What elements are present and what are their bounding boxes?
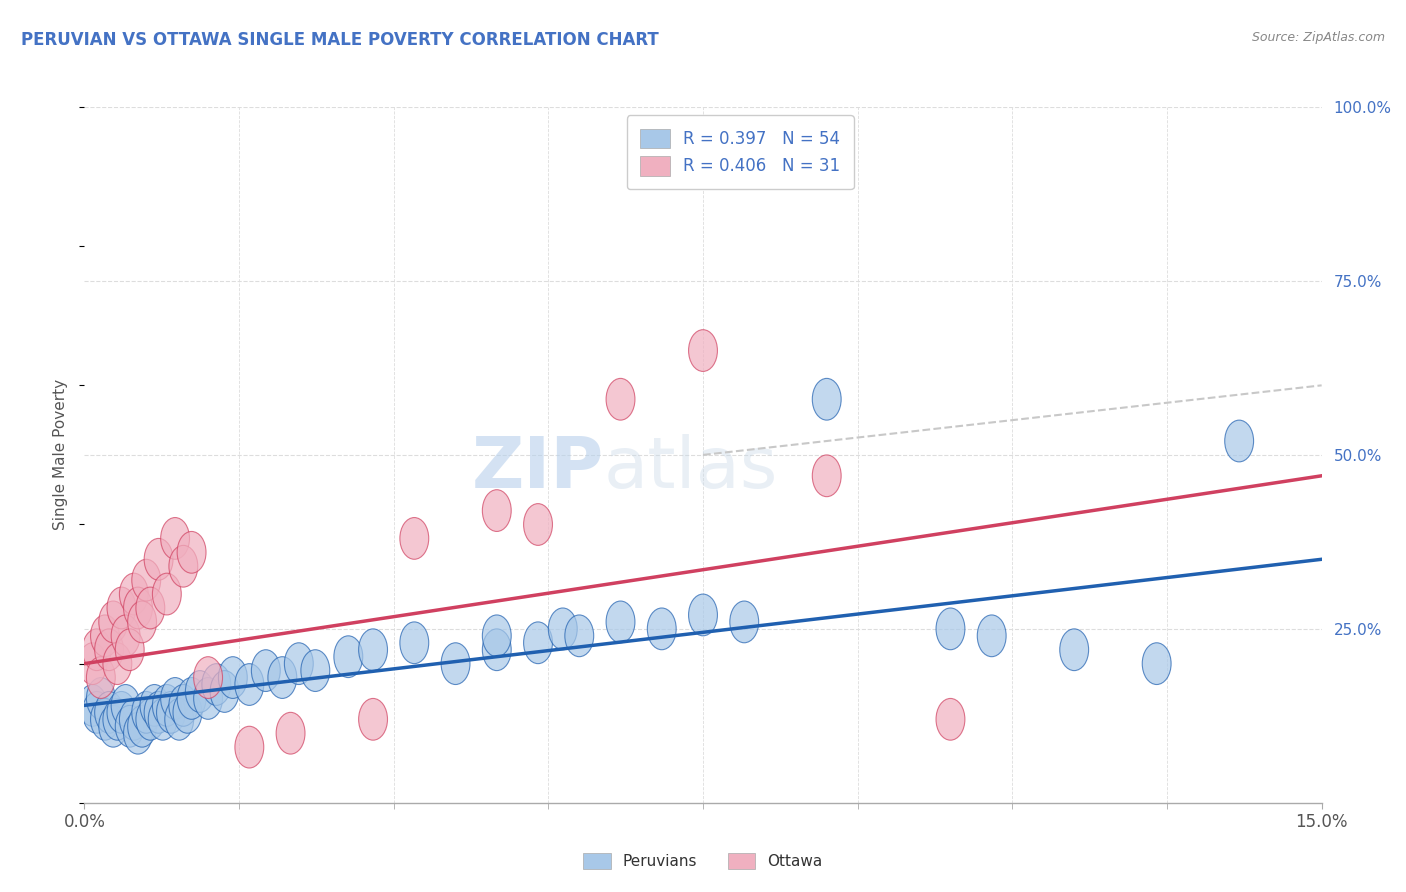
Ellipse shape (194, 657, 222, 698)
Ellipse shape (115, 629, 145, 671)
Ellipse shape (399, 622, 429, 664)
Ellipse shape (606, 378, 636, 420)
Ellipse shape (107, 691, 136, 733)
Ellipse shape (132, 691, 160, 733)
Ellipse shape (813, 378, 841, 420)
Ellipse shape (107, 587, 136, 629)
Ellipse shape (1060, 629, 1088, 671)
Legend: R = 0.397   N = 54, R = 0.406   N = 31: R = 0.397 N = 54, R = 0.406 N = 31 (627, 115, 853, 189)
Ellipse shape (148, 698, 177, 740)
Ellipse shape (523, 622, 553, 664)
Y-axis label: Single Male Poverty: Single Male Poverty (53, 379, 69, 531)
Ellipse shape (548, 608, 578, 649)
Text: ZIP: ZIP (472, 434, 605, 503)
Ellipse shape (132, 559, 160, 601)
Ellipse shape (103, 643, 132, 684)
Ellipse shape (124, 713, 152, 754)
Ellipse shape (120, 698, 148, 740)
Ellipse shape (160, 678, 190, 719)
Ellipse shape (399, 517, 429, 559)
Ellipse shape (1225, 420, 1254, 462)
Ellipse shape (79, 643, 107, 684)
Ellipse shape (90, 698, 120, 740)
Ellipse shape (79, 684, 107, 726)
Text: PERUVIAN VS OTTAWA SINGLE MALE POVERTY CORRELATION CHART: PERUVIAN VS OTTAWA SINGLE MALE POVERTY C… (21, 31, 659, 49)
Ellipse shape (103, 698, 132, 740)
Ellipse shape (136, 587, 165, 629)
Ellipse shape (689, 594, 717, 636)
Ellipse shape (482, 490, 512, 532)
Ellipse shape (152, 684, 181, 726)
Ellipse shape (269, 657, 297, 698)
Ellipse shape (177, 678, 207, 719)
Ellipse shape (730, 601, 759, 643)
Ellipse shape (936, 608, 965, 649)
Ellipse shape (141, 684, 169, 726)
Ellipse shape (689, 330, 717, 371)
Ellipse shape (86, 678, 115, 719)
Ellipse shape (128, 706, 156, 747)
Ellipse shape (177, 532, 207, 574)
Ellipse shape (1142, 643, 1171, 684)
Ellipse shape (169, 684, 198, 726)
Ellipse shape (936, 698, 965, 740)
Ellipse shape (977, 615, 1007, 657)
Ellipse shape (235, 664, 264, 706)
Ellipse shape (111, 684, 141, 726)
Ellipse shape (647, 608, 676, 649)
Ellipse shape (482, 615, 512, 657)
Ellipse shape (136, 698, 165, 740)
Ellipse shape (156, 691, 186, 733)
Ellipse shape (333, 636, 363, 678)
Ellipse shape (186, 671, 214, 713)
Ellipse shape (301, 649, 330, 691)
Ellipse shape (98, 601, 128, 643)
Ellipse shape (252, 649, 280, 691)
Ellipse shape (482, 629, 512, 671)
Ellipse shape (115, 706, 145, 747)
Text: atlas: atlas (605, 434, 779, 503)
Ellipse shape (813, 455, 841, 497)
Ellipse shape (359, 629, 388, 671)
Ellipse shape (565, 615, 593, 657)
Ellipse shape (276, 713, 305, 754)
Ellipse shape (145, 539, 173, 580)
Ellipse shape (284, 643, 314, 684)
Ellipse shape (86, 657, 115, 698)
Ellipse shape (94, 691, 124, 733)
Ellipse shape (173, 691, 202, 733)
Ellipse shape (165, 698, 194, 740)
Ellipse shape (209, 671, 239, 713)
Ellipse shape (120, 574, 148, 615)
Ellipse shape (523, 504, 553, 545)
Ellipse shape (83, 691, 111, 733)
Ellipse shape (152, 574, 181, 615)
Ellipse shape (83, 629, 111, 671)
Ellipse shape (235, 726, 264, 768)
Ellipse shape (218, 657, 247, 698)
Ellipse shape (124, 587, 152, 629)
Ellipse shape (145, 691, 173, 733)
Text: Source: ZipAtlas.com: Source: ZipAtlas.com (1251, 31, 1385, 45)
Ellipse shape (194, 678, 222, 719)
Ellipse shape (94, 629, 124, 671)
Legend: Peruvians, Ottawa: Peruvians, Ottawa (576, 847, 830, 875)
Ellipse shape (98, 706, 128, 747)
Ellipse shape (359, 698, 388, 740)
Ellipse shape (606, 601, 636, 643)
Ellipse shape (169, 545, 198, 587)
Ellipse shape (441, 643, 470, 684)
Ellipse shape (160, 517, 190, 559)
Ellipse shape (202, 664, 231, 706)
Ellipse shape (111, 615, 141, 657)
Ellipse shape (90, 615, 120, 657)
Ellipse shape (128, 601, 156, 643)
